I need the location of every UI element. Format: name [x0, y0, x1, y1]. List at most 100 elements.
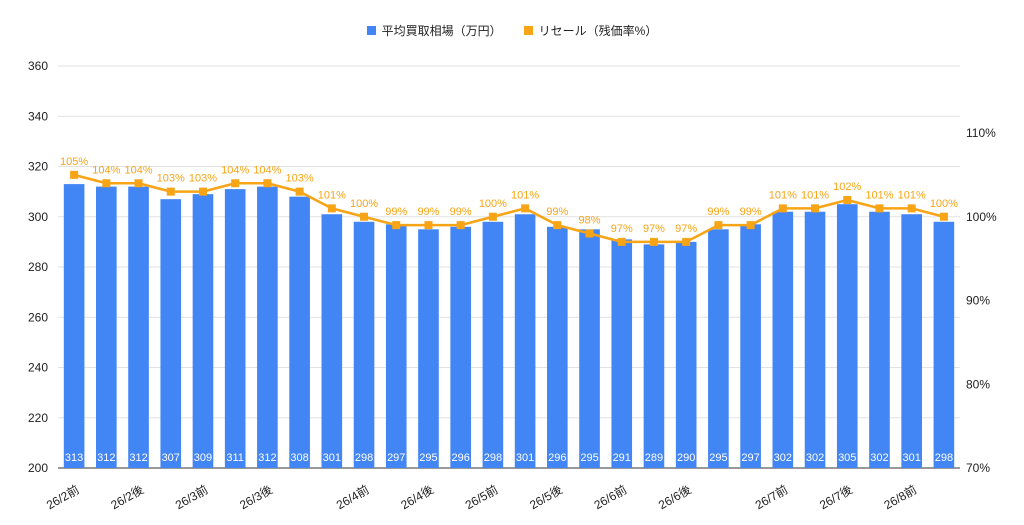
resale-point — [424, 221, 433, 230]
resale-point — [907, 204, 916, 213]
bar-value-label: 311 — [226, 452, 244, 464]
bar-series — [63, 184, 955, 469]
resale-line — [73, 173, 945, 244]
resale-point — [70, 170, 79, 179]
y-left-tick-label: 300 — [28, 210, 48, 224]
resale-point — [327, 204, 336, 213]
y-left-tick-label: 200 — [28, 461, 48, 475]
resale-data-label: 99% — [740, 206, 762, 218]
resale-data-label: 101% — [511, 189, 539, 201]
y-right-tick-label: 80% — [966, 377, 990, 391]
bar — [836, 204, 858, 468]
bar — [224, 189, 246, 469]
bar-value-label: 313 — [65, 452, 83, 464]
bar-value-label: 289 — [645, 452, 663, 464]
resale-data-label: 97% — [675, 223, 697, 235]
bar-value-label: 309 — [194, 452, 212, 464]
bar-value-label: 308 — [290, 452, 308, 464]
bar — [579, 229, 600, 468]
bar-value-label: 307 — [162, 452, 180, 464]
y-right-tick-label: 110% — [966, 126, 996, 140]
bar — [160, 199, 182, 468]
bar — [901, 214, 922, 468]
bar-value-label: 290 — [677, 452, 695, 464]
y-left-tick-label: 240 — [28, 361, 48, 375]
legend-item-resale: リセール（残価率%） — [523, 22, 658, 39]
resale-data-label: 99% — [450, 206, 472, 218]
bar-value-label: 305 — [838, 452, 856, 464]
legend-label-resale: リセール（残価率%） — [538, 24, 658, 38]
resale-point — [811, 204, 820, 213]
resale-point — [456, 221, 465, 230]
resale-point — [263, 179, 272, 188]
bar-value-label: 301 — [902, 452, 920, 464]
x-tick-label: 26/4前 — [333, 482, 371, 513]
resale-point — [617, 237, 626, 246]
bar-value-label: 291 — [613, 452, 631, 464]
x-tick-label: 26/6後 — [656, 482, 694, 512]
x-tick-label: 26/8前 — [881, 482, 919, 513]
y-right-tick-label: 100% — [966, 210, 997, 224]
y-left-tick-label: 360 — [28, 59, 48, 73]
bar-value-label: 297 — [741, 452, 759, 464]
resale-data-label: 100% — [350, 198, 378, 210]
x-tick-label: 26/2前 — [43, 482, 81, 513]
resale-data-label: 97% — [611, 223, 633, 235]
resale-data-label: 104% — [253, 164, 281, 176]
resale-data-label: 104% — [124, 164, 152, 176]
x-tick-label: 26/5後 — [527, 482, 565, 512]
resale-point — [231, 179, 240, 188]
bar — [192, 194, 214, 468]
y-right-tick-label: 90% — [966, 294, 990, 308]
y-left-tick-label: 320 — [28, 160, 48, 174]
resale-data-label: 105% — [60, 156, 88, 168]
chart-legend: 平均買取相場（万円） リセール（残価率%） — [0, 22, 1024, 39]
resale-point — [392, 221, 401, 230]
bar-value-label: 301 — [323, 452, 341, 464]
bar-value-label: 295 — [580, 452, 598, 464]
bar — [869, 211, 890, 468]
resale-data-label: 103% — [286, 173, 314, 185]
resale-data-label: 99% — [417, 206, 439, 218]
bar — [643, 244, 665, 468]
x-tick-label: 26/7前 — [752, 482, 790, 513]
x-tick-label: 26/3後 — [237, 482, 275, 512]
bar — [321, 214, 343, 468]
x-tick-label: 26/5前 — [462, 482, 500, 513]
bar — [353, 221, 375, 468]
resale-data-label: 98% — [579, 215, 601, 227]
resale-data-label: 100% — [930, 198, 958, 210]
resale-point — [746, 221, 755, 230]
resale-point — [488, 212, 497, 221]
bar — [257, 186, 278, 468]
bar-value-label: 295 — [419, 452, 437, 464]
resale-point — [585, 229, 594, 238]
resale-data-label: 104% — [221, 164, 249, 176]
resale-data-label: 100% — [479, 198, 507, 210]
resale-point — [102, 179, 111, 188]
resale-data-label: 103% — [189, 173, 217, 185]
bar-value-label: 298 — [935, 452, 953, 464]
bar — [708, 229, 729, 468]
y-left-tick-label: 220 — [28, 411, 48, 425]
bar-value-label: 297 — [387, 452, 405, 464]
resale-data-label: 101% — [318, 189, 346, 201]
resale-data-label: 101% — [769, 189, 797, 201]
x-tick-label: 26/3前 — [172, 482, 210, 513]
resale-point — [939, 212, 948, 221]
bar-value-label: 296 — [548, 452, 566, 464]
resale-point — [360, 212, 369, 221]
resale-data-label: 99% — [385, 206, 407, 218]
y-left-tick-label: 280 — [28, 260, 48, 274]
bar — [675, 241, 697, 468]
bar-value-label: 302 — [806, 452, 824, 464]
bar — [804, 211, 826, 468]
bar — [740, 224, 761, 468]
resale-data-label: 99% — [707, 206, 729, 218]
bar-value-label: 298 — [355, 452, 373, 464]
resale-data-label: 104% — [92, 164, 120, 176]
resale-point — [198, 187, 207, 196]
bar — [611, 239, 633, 468]
bar-value-label: 302 — [774, 452, 792, 464]
bar — [514, 214, 536, 468]
